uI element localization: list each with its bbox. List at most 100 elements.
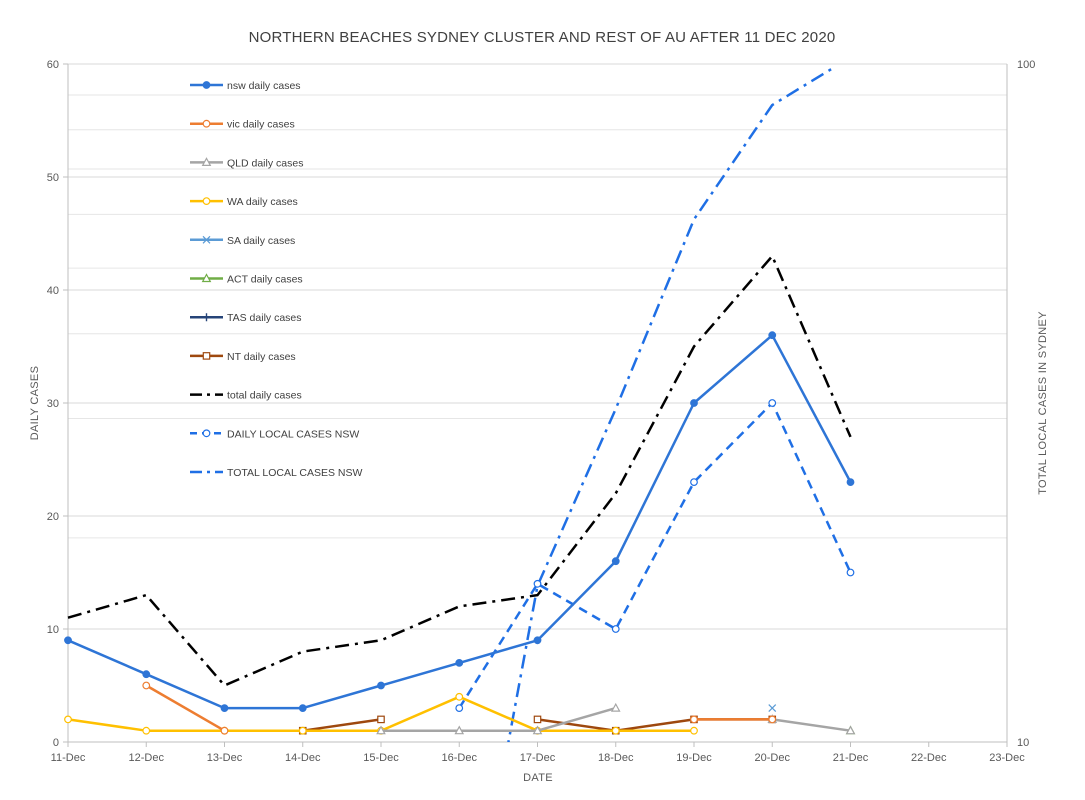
data-point [142, 681, 151, 690]
data-point [533, 636, 542, 645]
series-line [772, 718, 851, 732]
y2-tick-label: 10 [1017, 737, 1029, 749]
x-tick-label: 15-Dec [363, 752, 399, 764]
legend-marker [201, 157, 212, 166]
y-tick-label: 10 [47, 624, 59, 636]
legend-label: QLD daily cases [227, 157, 303, 169]
legend-entry: total daily cases [190, 390, 302, 402]
legend-entry: DAILY LOCAL CASES NSW [190, 428, 359, 440]
y-axis-title: DAILY CASES [29, 366, 41, 440]
data-point [64, 715, 72, 724]
legend-entry: SA daily cases [190, 235, 295, 247]
y2-tick-label: 100 [1017, 59, 1035, 71]
data-point [220, 704, 229, 712]
y2-axis-title: TOTAL LOCAL CASES IN SYDNEY [1037, 311, 1049, 495]
legend-entry: nsw daily cases [190, 80, 301, 92]
x-tick-label: 23-Dec [989, 752, 1025, 764]
data-point [377, 715, 385, 724]
data-point [611, 557, 620, 566]
y-tick-label: 60 [47, 59, 59, 71]
series-line [302, 718, 382, 732]
data-point [455, 704, 464, 712]
y-tick-label: 50 [47, 172, 59, 184]
x-tick-label: 17-Dec [520, 752, 556, 764]
series-layer [64, 65, 856, 742]
series-line [507, 65, 836, 742]
legend-marker [201, 273, 212, 283]
y-tick-label: 0 [53, 737, 59, 749]
legend-entry: NT daily cases [190, 351, 296, 363]
x-tick-label: 13-Dec [207, 752, 243, 764]
legend-label: WA daily cases [227, 196, 298, 208]
data-point [533, 715, 542, 724]
legend-label: TAS daily cases [227, 312, 302, 324]
legend-label: vic daily cases [227, 119, 295, 131]
legend-entry: TAS daily cases [190, 312, 302, 324]
legend-label: ACT daily cases [227, 274, 303, 286]
legend-marker [202, 119, 211, 128]
x-tick-label: 20-Dec [755, 752, 791, 764]
data-point [611, 625, 620, 633]
legend-label: SA daily cases [227, 235, 295, 247]
legend-label: NT daily cases [227, 351, 296, 363]
legend-marker [202, 352, 211, 360]
x-tick-label: 14-Dec [285, 752, 321, 764]
data-point [690, 399, 698, 407]
series-qld-daily-cases [376, 702, 856, 735]
x-tick-label: 21-Dec [833, 752, 869, 764]
x-tick-label: 18-Dec [598, 752, 634, 764]
series-total-daily-cases [67, 254, 852, 687]
legend-marker [202, 429, 211, 438]
data-point [690, 726, 698, 735]
data-point [298, 704, 307, 712]
legend-marker [202, 197, 211, 206]
series-daily-local-cases-nsw [455, 399, 855, 712]
series-line [67, 333, 852, 710]
data-point [532, 725, 543, 735]
data-point [377, 681, 385, 690]
data-point [768, 704, 777, 713]
legend-entry: WA daily cases [190, 196, 298, 208]
legend-marker [202, 235, 211, 244]
data-point [142, 726, 151, 735]
legend-label: nsw daily cases [227, 80, 301, 92]
series-line [67, 254, 852, 687]
legend-entry: vic daily cases [190, 119, 295, 131]
data-point [690, 478, 698, 487]
x-tick-label: 22-Dec [911, 752, 947, 764]
legend-label: total daily cases [227, 390, 302, 402]
x-axis-title: DATE [523, 772, 553, 784]
data-point [768, 399, 777, 407]
data-point [690, 715, 698, 724]
data-point [846, 568, 855, 577]
data-point [455, 659, 464, 667]
data-point [298, 726, 307, 735]
y-tick-label: 20 [47, 511, 59, 523]
data-point [611, 726, 620, 735]
gridlines [68, 63, 1007, 743]
y-tick-label: 30 [47, 398, 59, 410]
data-point [533, 579, 542, 588]
legend-label: DAILY LOCAL CASES NSW [227, 428, 359, 440]
legend-entry: TOTAL LOCAL CASES NSW [190, 467, 362, 479]
data-point [220, 726, 229, 735]
legend-entry: QLD daily cases [190, 157, 303, 169]
series-line [381, 706, 617, 732]
axes: 0 10 20 30 40 50 60 10 100 11-Dec 12-Dec 13-Dec 14-D… [47, 59, 1036, 764]
data-point [768, 331, 777, 340]
data-point [768, 715, 777, 724]
series-line [458, 401, 852, 709]
y-tick-label: 40 [47, 285, 59, 297]
legend: nsw daily cases vic daily cases QLD daily … [190, 80, 362, 479]
series-sa-daily-cases [768, 704, 777, 713]
data-point [376, 725, 386, 735]
series-total-local-cases-nsw [507, 65, 836, 742]
chart-title: NORTHERN BEACHES SYDNEY CLUSTER AND REST… [249, 29, 836, 46]
x-tick-label: 12-Dec [129, 752, 165, 764]
series-nsw-daily-cases [64, 331, 855, 712]
data-point [142, 670, 151, 679]
series-line [145, 684, 226, 732]
legend-marker [202, 313, 211, 322]
